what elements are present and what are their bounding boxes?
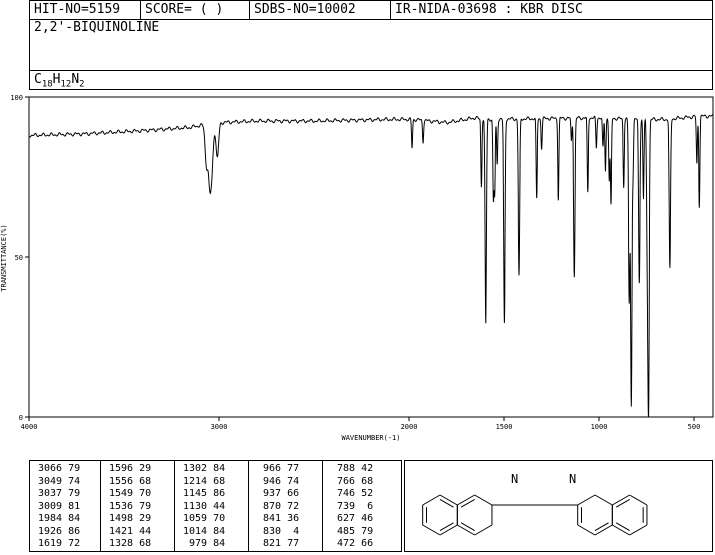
x-tick-label: 1000: [591, 423, 608, 431]
bond: [612, 524, 630, 536]
bond: [439, 494, 458, 506]
bond: [594, 494, 613, 506]
bond: [615, 498, 630, 508]
bond: [422, 524, 441, 536]
bond: [629, 494, 648, 506]
peak-entry: 485 79: [331, 525, 374, 537]
hit-number: HIT-NO=5159: [34, 2, 121, 17]
peak-entry: 937 66: [257, 488, 300, 499]
peak-entry: 1302 84: [183, 463, 226, 474]
peak-table-column: 1596 29 1556 68 1549 70 1536 79 1498 29 1421 …: [100, 461, 174, 551]
peak-entry: 1328 68: [109, 538, 152, 549]
peak-entry: 1549 70: [109, 488, 152, 499]
bond: [474, 524, 493, 536]
peak-entry: 746 52: [331, 488, 374, 499]
bond: [594, 524, 613, 536]
peak-entry: 3009 81: [38, 500, 81, 512]
peak-entry: 1214 68: [183, 475, 226, 487]
bond: [460, 498, 475, 508]
plot-frame: [28, 96, 714, 418]
ir-nida-info: IR-NIDA-03698 : KBR DISC: [395, 2, 583, 17]
peak-entry: 3066 79: [38, 463, 81, 474]
peak-entry: 3037 79: [38, 488, 81, 499]
bond: [439, 498, 454, 508]
peak-entry: 1984 84: [38, 513, 81, 524]
peak-entry: 1014 84: [183, 525, 226, 537]
peak-table-column: 788 42 766 68 746 52 739 6 627 46 485 79…: [322, 461, 401, 551]
peak-entry: 1498 29: [109, 513, 152, 524]
structure-panel: N N: [404, 460, 713, 552]
bond: [629, 524, 648, 536]
peak-entry: 830 4: [257, 525, 300, 537]
x-tick-label: 1500: [496, 423, 513, 431]
peak-entry: 821 77: [257, 538, 300, 549]
header-row: HIT-NO=5159 SCORE= ( ) SDBS-NO=10002 IR-…: [30, 1, 712, 20]
ir-spectrum-chart: 4000 3000 2000 1500 1000 500 0 50 100 TRANSMITTA…: [0, 94, 714, 442]
peak-table: 3066 79 3049 74 3037 79 3009 81 1984 84 1926 …: [29, 460, 402, 552]
peak-entry: 1130 44: [183, 500, 226, 512]
peak-entry: 966 77: [257, 463, 300, 474]
bond: [594, 522, 609, 532]
y-tick-label: 0: [19, 414, 23, 422]
peak-entry: 788 42: [331, 463, 374, 474]
bond: [474, 494, 493, 506]
bond: [439, 524, 458, 536]
peak-entry: 1421 44: [109, 525, 152, 537]
score: SCORE= ( ): [145, 2, 224, 17]
peak-entry: 1145 86: [183, 488, 226, 499]
bond: [439, 522, 454, 532]
peak-entry: 1556 68: [109, 475, 152, 487]
bond: [422, 494, 441, 506]
spectrum-line: [28, 114, 713, 418]
y-tick-label: 50: [15, 254, 23, 262]
spectrum-header: HIT-NO=5159 SCORE= ( ) SDBS-NO=10002 IR-…: [29, 0, 713, 90]
bond: [460, 522, 475, 532]
y-tick-label: 100: [10, 94, 23, 102]
bond: [457, 494, 475, 506]
peak-entry: 472 66: [331, 538, 374, 549]
peak-entry: 1059 70: [183, 513, 226, 524]
peak-entry: 739 6: [331, 500, 374, 512]
peak-entry: 979 84: [183, 538, 226, 549]
molecular-structure-drawing: N N: [422, 472, 648, 536]
x-tick-label: 500: [688, 423, 701, 431]
peak-entry: 870 72: [257, 500, 300, 512]
peak-entry: 627 46: [331, 513, 374, 524]
peak-entry: 1536 79: [109, 500, 152, 512]
bond: [457, 524, 475, 536]
peak-entry: 1619 72: [38, 538, 81, 549]
peak-entry: 766 68: [331, 475, 374, 487]
bond: [615, 522, 630, 532]
peak-entry: 1926 86: [38, 525, 81, 537]
bond: [612, 494, 630, 506]
x-tick-label: 4000: [21, 423, 38, 431]
y-axis-label: TRANSMITTANCE(%): [0, 224, 8, 291]
x-tick-label: 2000: [401, 423, 418, 431]
atom-label-n1: N: [511, 472, 518, 486]
bond: [577, 494, 596, 506]
compound-name: 2,2'-BIQUINOLINE: [34, 20, 160, 35]
x-axis-label: WAVENUMBER(-1): [341, 434, 400, 442]
peak-entry: 841 36: [257, 513, 300, 524]
x-tick-label: 3000: [211, 423, 228, 431]
molecular-formula: C18H12N2: [34, 72, 85, 90]
sdbs-number: SDBS-NO=10002: [254, 2, 356, 17]
peak-entry: 946 74: [257, 475, 300, 487]
atom-label-n2: N: [569, 472, 576, 486]
peak-entry: 3049 74: [38, 475, 81, 487]
peak-table-column: 966 77 946 74 937 66 870 72 841 36 830 4…: [248, 461, 322, 551]
peak-table-column: 3066 79 3049 74 3037 79 3009 81 1984 84 1926 …: [30, 461, 100, 551]
bond: [577, 524, 596, 536]
peak-table-column: 1302 84 1214 68 1145 86 1130 44 1059 70 1014 …: [174, 461, 248, 551]
peak-entry: 1596 29: [109, 463, 152, 474]
